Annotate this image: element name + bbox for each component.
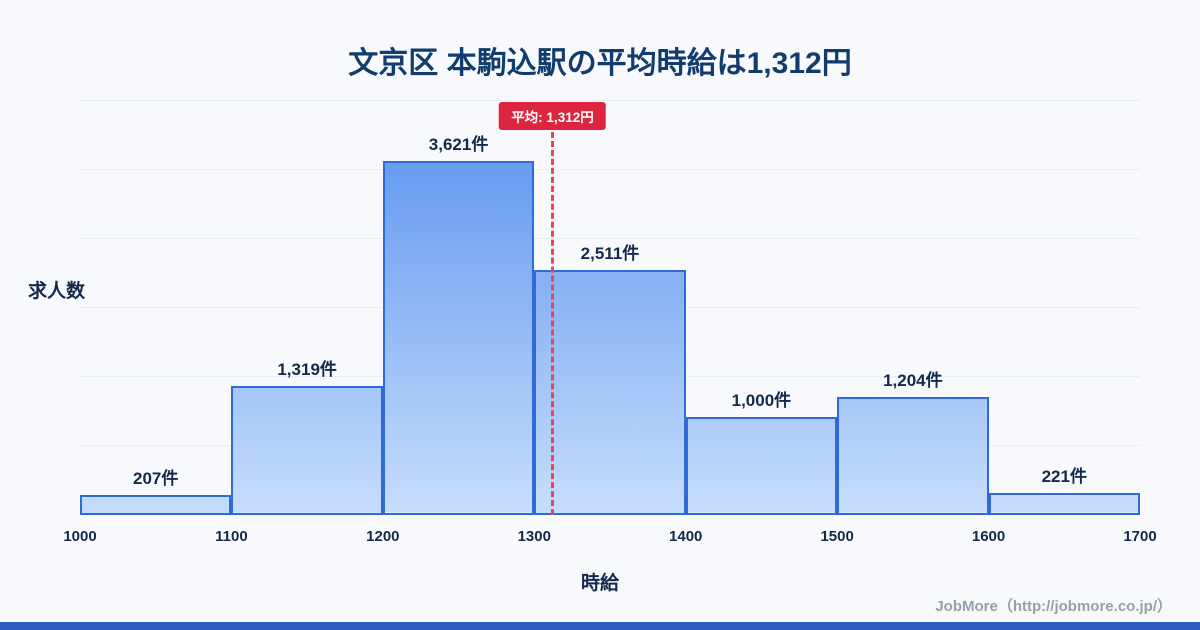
plot-area: 207件 1,319件 3,621件 2,511件 1,000件 1,204件 221件 1… <box>63 100 1157 545</box>
bar-value-label: 2,511件 <box>580 243 640 263</box>
histogram-bar: 1,000件 <box>685 391 838 515</box>
histogram-bar: 207件 <box>80 469 232 515</box>
x-axis-tick-label: 1500 <box>820 528 854 545</box>
bar-value-label: 1,204件 <box>883 371 943 391</box>
x-axis-tick-label: 1700 <box>1123 528 1157 545</box>
average-line <box>550 132 554 515</box>
x-axis-tick-label: 1600 <box>971 528 1006 545</box>
histogram-bar: 2,511件 <box>534 244 686 515</box>
x-axis-tick-label: 1000 <box>63 528 97 545</box>
bottom-accent-bar <box>0 622 1200 630</box>
x-axis-tick-label: 1100 <box>215 528 248 545</box>
histogram-bar: 221件 <box>988 467 1140 515</box>
histogram-bar: 1,204件 <box>837 371 989 515</box>
histogram-bar: 1,319件 <box>231 360 383 515</box>
x-axis-label: 時給 <box>580 573 619 594</box>
x-axis-tick-label: 1400 <box>669 528 703 545</box>
x-axis-tick-label: 1200 <box>366 528 400 545</box>
bar-value-label: 3,621件 <box>428 135 489 155</box>
bar-value-label: 221件 <box>1041 467 1087 487</box>
bar-value-label: 207件 <box>133 468 179 488</box>
average-badge: 平均: 1,312円 <box>499 102 606 130</box>
bar-value-label: 1,319件 <box>277 360 337 380</box>
footer-credit: JobMore（http://jobmore.co.jp/） <box>935 598 1172 615</box>
x-axis-tick-label: 1300 <box>517 528 551 545</box>
bar-value-label: 1,000件 <box>731 391 792 411</box>
chart-title: 文京区 本駒込駅の平均時給は1,312円 <box>348 47 852 80</box>
y-axis-label: 求人数 <box>28 281 86 302</box>
histogram-bar: 3,621件 <box>382 135 535 515</box>
